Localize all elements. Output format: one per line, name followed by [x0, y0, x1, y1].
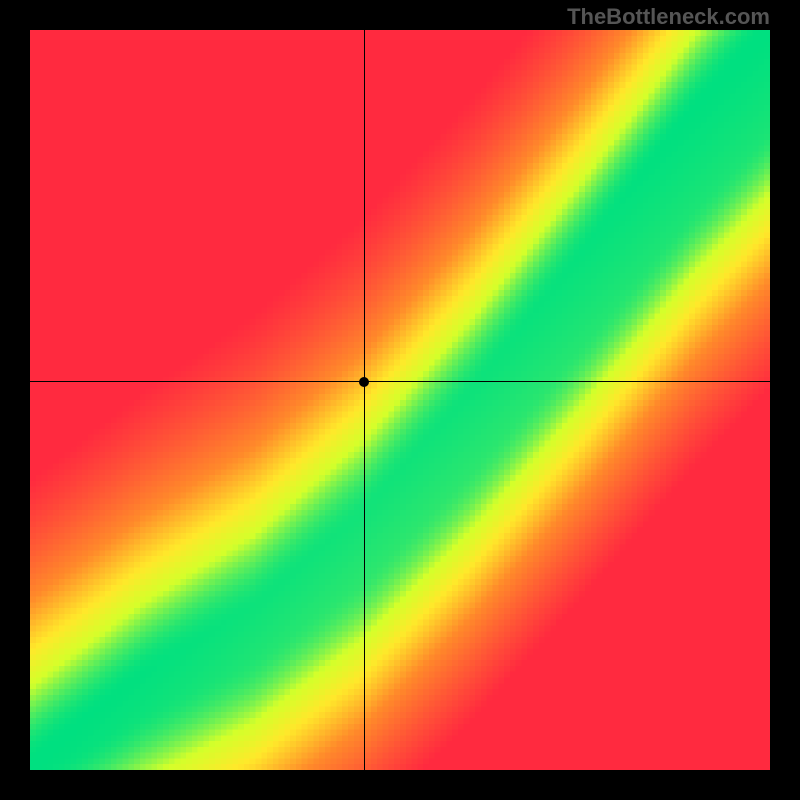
crosshair-horizontal — [30, 381, 770, 382]
crosshair-marker — [359, 377, 369, 387]
chart-container: TheBottleneck.com — [0, 0, 800, 800]
bottleneck-heatmap — [30, 30, 770, 770]
crosshair-vertical — [364, 30, 365, 770]
watermark-text: TheBottleneck.com — [567, 4, 770, 30]
